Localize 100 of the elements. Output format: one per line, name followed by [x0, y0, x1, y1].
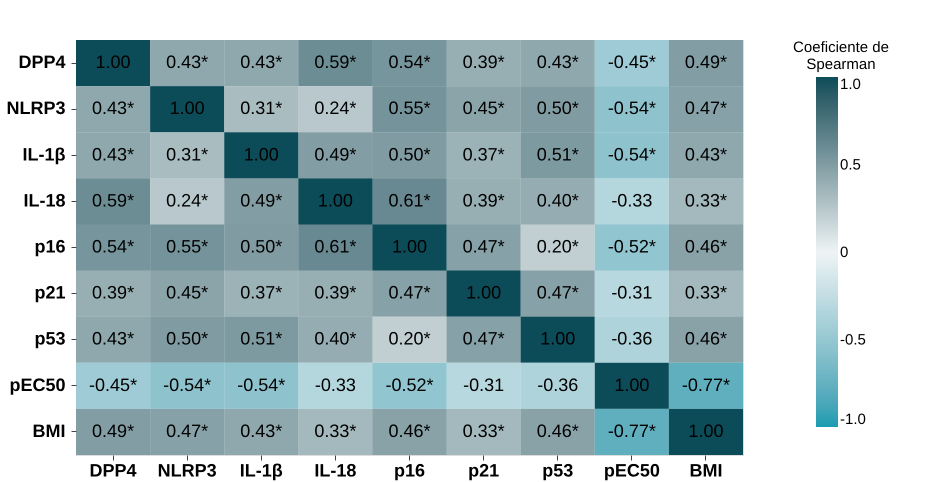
data-label: 0.40*	[314, 328, 356, 349]
data-label: 0.47*	[462, 328, 505, 349]
data-label: 0.33*	[314, 420, 356, 441]
data-label: -0.54*	[608, 98, 656, 118]
data-label: 1.00	[244, 144, 279, 164]
data-label: 0.61*	[388, 190, 431, 210]
data-label: -0.36	[611, 328, 652, 349]
data-label: 0.39*	[462, 52, 505, 72]
y-tick-label: NLRP3	[6, 98, 66, 118]
data-label: 0.43*	[536, 52, 579, 72]
data-label: 0.54*	[92, 236, 134, 256]
x-tick-label: p53	[542, 460, 574, 480]
data-label: 0.20*	[388, 328, 431, 349]
data-label: 0.24*	[166, 190, 208, 210]
data-label: 0.59*	[314, 52, 356, 72]
data-label: 0.43*	[92, 98, 134, 118]
y-tick-label: p16	[34, 236, 66, 256]
data-label: 1.00	[392, 236, 428, 256]
data-label: 0.47*	[388, 282, 431, 303]
data-label: -0.77*	[682, 374, 730, 395]
data-label: 0.43*	[92, 328, 134, 349]
data-label: 0.49*	[684, 52, 727, 72]
color-bar-label: 0	[840, 244, 848, 261]
data-label: 0.46*	[536, 420, 579, 441]
data-label: 0.45*	[166, 282, 208, 303]
y-tick-label: IL-18	[23, 190, 66, 210]
y-tick-label: pEC50	[9, 374, 66, 395]
color-bar-label: -1.0	[840, 411, 866, 428]
color-bar-label: 1.0	[840, 76, 861, 93]
x-tick-label: p16	[394, 460, 426, 480]
data-label: 0.43*	[92, 144, 134, 164]
data-label: 0.47*	[536, 282, 579, 303]
x-tick-label: DPP4	[90, 460, 137, 480]
data-label: 0.31*	[166, 144, 208, 164]
data-label: -0.54*	[237, 374, 286, 395]
data-label: 0.39*	[92, 282, 134, 303]
x-tick-label: pEC50	[604, 460, 660, 480]
data-label: 0.50*	[388, 144, 431, 164]
data-label: 0.50*	[166, 328, 208, 349]
data-label: 0.49*	[92, 420, 134, 441]
data-label: 0.39*	[462, 190, 505, 210]
color-bar-label: -0.5	[840, 332, 866, 348]
y-tick-label: BMI	[32, 420, 66, 441]
data-label: 0.24*	[314, 98, 356, 118]
data-label: 0.37*	[462, 144, 505, 164]
y-tick-label: p53	[34, 328, 66, 349]
y-tick-label: IL-1β	[22, 144, 66, 164]
data-label: 0.46*	[684, 236, 727, 256]
data-label: 0.47*	[684, 98, 727, 118]
data-label: 0.45*	[462, 98, 505, 118]
data-label: -0.31	[611, 282, 652, 303]
data-label: -0.33	[314, 374, 356, 395]
data-label: 0.43*	[240, 52, 282, 72]
y-tick-label: p21	[34, 282, 66, 303]
data-label: 0.55*	[166, 236, 208, 256]
y-tick-label: DPP4	[18, 52, 66, 72]
data-label: 0.47*	[166, 420, 208, 441]
data-label: 0.51*	[536, 144, 579, 164]
data-label: 0.33*	[462, 420, 505, 441]
data-label: 0.50*	[536, 98, 579, 118]
data-label: 0.43*	[684, 144, 727, 164]
data-label: -0.33	[611, 190, 652, 210]
data-label: -0.45*	[608, 52, 656, 72]
data-label: -0.36	[537, 374, 578, 395]
color-bar-label: 0.5	[840, 156, 861, 174]
data-label: 0.43*	[166, 52, 208, 72]
data-label: 1.00	[96, 52, 131, 72]
data-label: -0.52*	[608, 236, 656, 256]
data-label: -0.52*	[385, 374, 434, 395]
data-label: 0.40*	[536, 190, 579, 210]
legend-title: Coeficiente de Spearman	[793, 39, 889, 73]
x-tick-label: IL-1β	[240, 460, 283, 480]
data-label: 0.33*	[684, 190, 727, 210]
data-label: -0.77*	[608, 420, 656, 441]
data-label: -0.45*	[89, 374, 138, 395]
x-tick-label: BMI	[689, 460, 722, 480]
data-label: 1.00	[170, 98, 205, 118]
data-label: 0.31*	[240, 98, 282, 118]
data-label: -0.54*	[608, 144, 656, 164]
data-label: 1.00	[318, 190, 353, 210]
data-label: 0.59*	[92, 190, 134, 210]
data-label: 0.54*	[388, 52, 431, 72]
data-label: 0.47*	[462, 236, 505, 256]
x-tick-label: IL-18	[314, 460, 356, 480]
data-label: 0.33*	[684, 282, 727, 303]
x-tick-label: p21	[468, 460, 500, 480]
data-label: 1.00	[688, 420, 724, 441]
x-tick-label: NLRP3	[158, 460, 217, 480]
data-label: 0.46*	[684, 328, 727, 349]
data-label: -0.54*	[163, 374, 212, 395]
data-label: 0.49*	[314, 144, 356, 164]
data-label: 0.39*	[314, 282, 356, 303]
data-label: 0.51*	[240, 328, 282, 349]
data-label: 1.00	[466, 282, 502, 303]
data-label: 1.00	[614, 374, 650, 395]
data-label: 0.46*	[388, 420, 431, 441]
data-label: 0.20*	[536, 236, 579, 256]
data-label: 0.50*	[240, 236, 282, 256]
data-label: 1.00	[540, 328, 576, 349]
data-label: 0.49*	[240, 190, 282, 210]
